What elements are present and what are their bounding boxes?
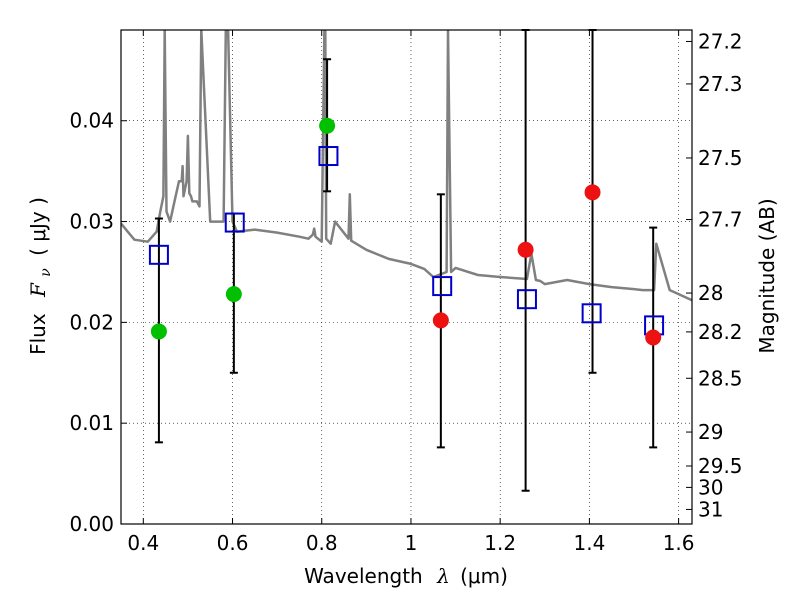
x-tick-label: 1 bbox=[405, 531, 418, 555]
data-point bbox=[584, 184, 601, 201]
x-tick-label: 0.4 bbox=[127, 531, 159, 555]
data-markers bbox=[148, 117, 665, 346]
right-tick-label: 28.5 bbox=[698, 366, 743, 390]
data-point bbox=[150, 323, 167, 340]
y-tick-label: 0.00 bbox=[69, 512, 114, 536]
right-tick-label: 31 bbox=[698, 497, 723, 521]
x-tick-label: 1.6 bbox=[663, 531, 695, 555]
model-point bbox=[148, 244, 169, 265]
data-point bbox=[225, 286, 242, 303]
spectrum-line bbox=[121, 30, 692, 302]
y-tick-label: 0.04 bbox=[69, 109, 114, 133]
model-point bbox=[318, 146, 339, 167]
right-tick-label: 29 bbox=[698, 420, 723, 444]
model-point bbox=[224, 212, 245, 233]
right-tick-label: 28.2 bbox=[698, 320, 743, 344]
model-spectrum bbox=[121, 30, 692, 302]
right-tick-label: 27.2 bbox=[698, 29, 743, 53]
x-tick-label: 0.8 bbox=[306, 531, 338, 555]
right-tick-label: 27.7 bbox=[698, 208, 743, 232]
model-point bbox=[432, 276, 453, 297]
right-tick-label: 28 bbox=[698, 281, 723, 305]
x-tick-label: 0.6 bbox=[217, 531, 249, 555]
data-point bbox=[517, 241, 534, 258]
x-axis-label: Wavelength λ (μm) bbox=[304, 564, 508, 588]
y-tick-label: 0.03 bbox=[69, 210, 114, 234]
right-tick-label: 27.5 bbox=[698, 146, 743, 170]
right-axis-label: Magnitude (AB) bbox=[755, 198, 779, 353]
y-axis-label: Flux F ν ( μJy ) bbox=[26, 197, 55, 355]
model-point bbox=[581, 303, 602, 324]
y-tick-label: 0.01 bbox=[69, 411, 114, 435]
x-tick-label: 1.2 bbox=[484, 531, 516, 555]
data-point bbox=[319, 117, 336, 134]
data-point bbox=[432, 312, 449, 329]
y-tick-label: 0.02 bbox=[69, 310, 114, 334]
data-point bbox=[645, 329, 662, 346]
axes-frame: 0.4 0.6 0.8 1 1.2 1.4 1.6 0.00 0.01 0.02 0.03 0.04 2… bbox=[69, 29, 743, 555]
model-point bbox=[516, 289, 537, 310]
axis-labels: Wavelength λ (μm) Flux F ν ( μJy ) Magni… bbox=[26, 197, 779, 588]
right-tick-label: 27.3 bbox=[698, 72, 743, 96]
x-tick-label: 1.4 bbox=[573, 531, 605, 555]
plot-frame bbox=[120, 29, 693, 525]
right-tick-label: 29.5 bbox=[698, 454, 743, 478]
right-tick-label: 30 bbox=[698, 475, 723, 499]
